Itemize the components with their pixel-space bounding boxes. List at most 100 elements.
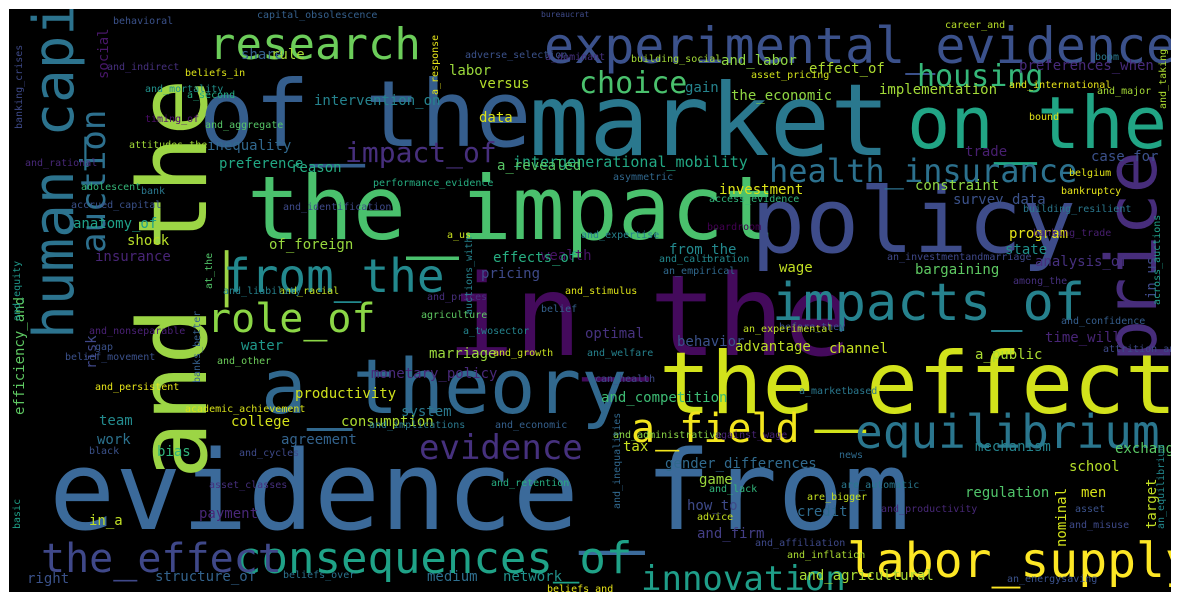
word-how-to: credit: [797, 504, 848, 520]
word-team: men: [1081, 485, 1107, 501]
word-impacts-of: impacts_of: [772, 273, 1086, 333]
word-and-equity: and_identification: [283, 202, 392, 213]
word-agreement: bias: [157, 444, 191, 460]
word-optimal: agreement: [281, 432, 357, 448]
word-consumption: college: [231, 414, 291, 430]
word-housing: housing: [917, 59, 1044, 94]
word-and-rational: attitudes_the: [129, 140, 208, 151]
word-exchange-rate: mechanism: [975, 439, 1051, 455]
word-intervention-on: reason: [291, 160, 342, 176]
word-college: and_competition: [601, 390, 728, 406]
word-adverse-selection: building_social: [631, 54, 722, 65]
word-channel: behavior: [677, 334, 745, 350]
word-medium: and_firm: [697, 526, 765, 542]
word-and-indirect: beliefs_in: [185, 68, 246, 79]
word-evidence: evidence: [419, 428, 583, 468]
word-belgium: bankruptcy: [1061, 186, 1122, 197]
word-monetary-policy: and_agricultural: [799, 568, 934, 584]
word-a-public: advantage: [735, 339, 811, 355]
word-preferences-when: rule: [271, 47, 305, 63]
word-analysis: banks_better: [192, 310, 203, 383]
word-an-empirical: and_calibration: [659, 254, 750, 265]
word-are-automatic: and_lack: [709, 484, 758, 495]
word-a-revealed: and_labor: [721, 53, 797, 69]
word-beliefs-over: beliefs_and: [547, 584, 614, 593]
word-and-nonseparable: at_the: [204, 252, 215, 289]
word-and-misuse: asset: [1075, 504, 1106, 515]
word-and-inequalities: and_retention: [491, 478, 570, 489]
word-the-economic: the_economic: [731, 88, 833, 104]
word-effects-of: wealth: [541, 248, 592, 264]
word-insurance: insurance: [95, 249, 171, 265]
word-and-prices: and_stimulus: [565, 286, 638, 297]
word-belief: and_prices: [427, 292, 488, 303]
word-preference: inequality: [207, 138, 292, 154]
word-data: intervention_on: [314, 93, 441, 109]
word-of-the: of_the: [199, 61, 532, 168]
word-and-economic: and_implications: [369, 420, 466, 431]
word-banking-trade: building_resilient: [1023, 204, 1132, 215]
word-before-they: a_twosector: [463, 326, 530, 337]
word-and-racial: agriculture: [421, 310, 488, 321]
word-mechanism: gender_differences: [665, 456, 817, 472]
word-experimental-evidence: experimental_evidence: [544, 17, 1171, 75]
word-implementation: implementation: [879, 82, 998, 98]
word-and-liability: and_racial: [279, 286, 340, 297]
word-target: nominal: [1054, 487, 1070, 547]
word-structure-of: right: [27, 571, 70, 587]
word-and-cycles: black: [89, 446, 120, 457]
word-and-labor: effect_of: [809, 61, 885, 77]
word-program: constraint: [915, 178, 1000, 194]
word-bankruptcy: banking_trade: [1033, 228, 1112, 239]
word-survey-data: investment: [719, 182, 804, 198]
word-access-evidence: asymmetric: [613, 172, 674, 183]
word-a-dominant: behavioral: [113, 16, 174, 27]
word-asset-pricing: a_response: [430, 34, 441, 95]
word-payment: case_for: [1091, 149, 1159, 165]
word-regulation: game: [699, 472, 733, 488]
word-labor: versus: [479, 76, 530, 92]
word-impact-of: impact_of: [345, 136, 497, 169]
word-accrued-capital: bank: [141, 186, 166, 197]
word-of-foreign: pricing: [481, 266, 541, 282]
word-constraint: survey_data: [953, 192, 1046, 208]
word-academic-achievement: and_persistent: [95, 382, 180, 393]
word-attitudes-the: and_aggregate: [205, 120, 284, 131]
word-and-implications: academic_achievement: [185, 404, 306, 415]
word-bank: adolescent: [81, 182, 142, 193]
word-a-theory: a_theory: [261, 342, 628, 431]
word-and-affiliation: advice: [697, 512, 734, 523]
word-policy: policy: [751, 169, 1077, 274]
word-adolescent: and_rational: [25, 158, 98, 169]
word-and-other: belief_movement: [65, 352, 156, 363]
word-intergenerational-mobility: intergenerational_mobility: [513, 153, 748, 171]
word-men: regulation: [965, 485, 1050, 501]
word-effect-of: preferences_when: [1019, 58, 1154, 74]
word-asset-classes: and_cycles: [239, 448, 300, 459]
word-an-experimental: before_they: [779, 322, 846, 333]
word-share: gain: [685, 80, 719, 96]
word-shock: shock: [127, 233, 170, 249]
word-across-auctions: among_the: [1013, 276, 1068, 287]
word-credit: in_a: [89, 513, 123, 529]
word-versus: data: [479, 110, 513, 126]
word-behavioral: capital_obsolescence: [257, 10, 378, 21]
word-gender-differences: tax: [623, 439, 649, 455]
word-and-mortality: a_second: [187, 90, 236, 101]
word-and-productivity: an_equilibrium: [1156, 444, 1167, 529]
word-work: team: [99, 413, 133, 429]
word-an-equilibrium: and_misuse: [1069, 520, 1130, 531]
word-choice: choice: [579, 66, 688, 101]
word-asymmetric: performance_evidence: [373, 178, 494, 189]
word-and-firm: how_to: [687, 498, 738, 514]
word-advice: and_inequalities: [612, 412, 623, 509]
word-and-major: bound: [1029, 112, 1060, 123]
word-news: are_bigger: [807, 492, 868, 503]
word-case-for: trade: [965, 144, 1008, 160]
word-and-expertise: a_us: [447, 230, 472, 241]
word-system: productivity: [295, 386, 397, 402]
word-and-competition: system: [401, 404, 452, 420]
word-in-a: payment: [199, 506, 259, 522]
word-and-identification: accrued_capital: [71, 200, 162, 211]
word-and-growth: and_other: [217, 356, 272, 367]
